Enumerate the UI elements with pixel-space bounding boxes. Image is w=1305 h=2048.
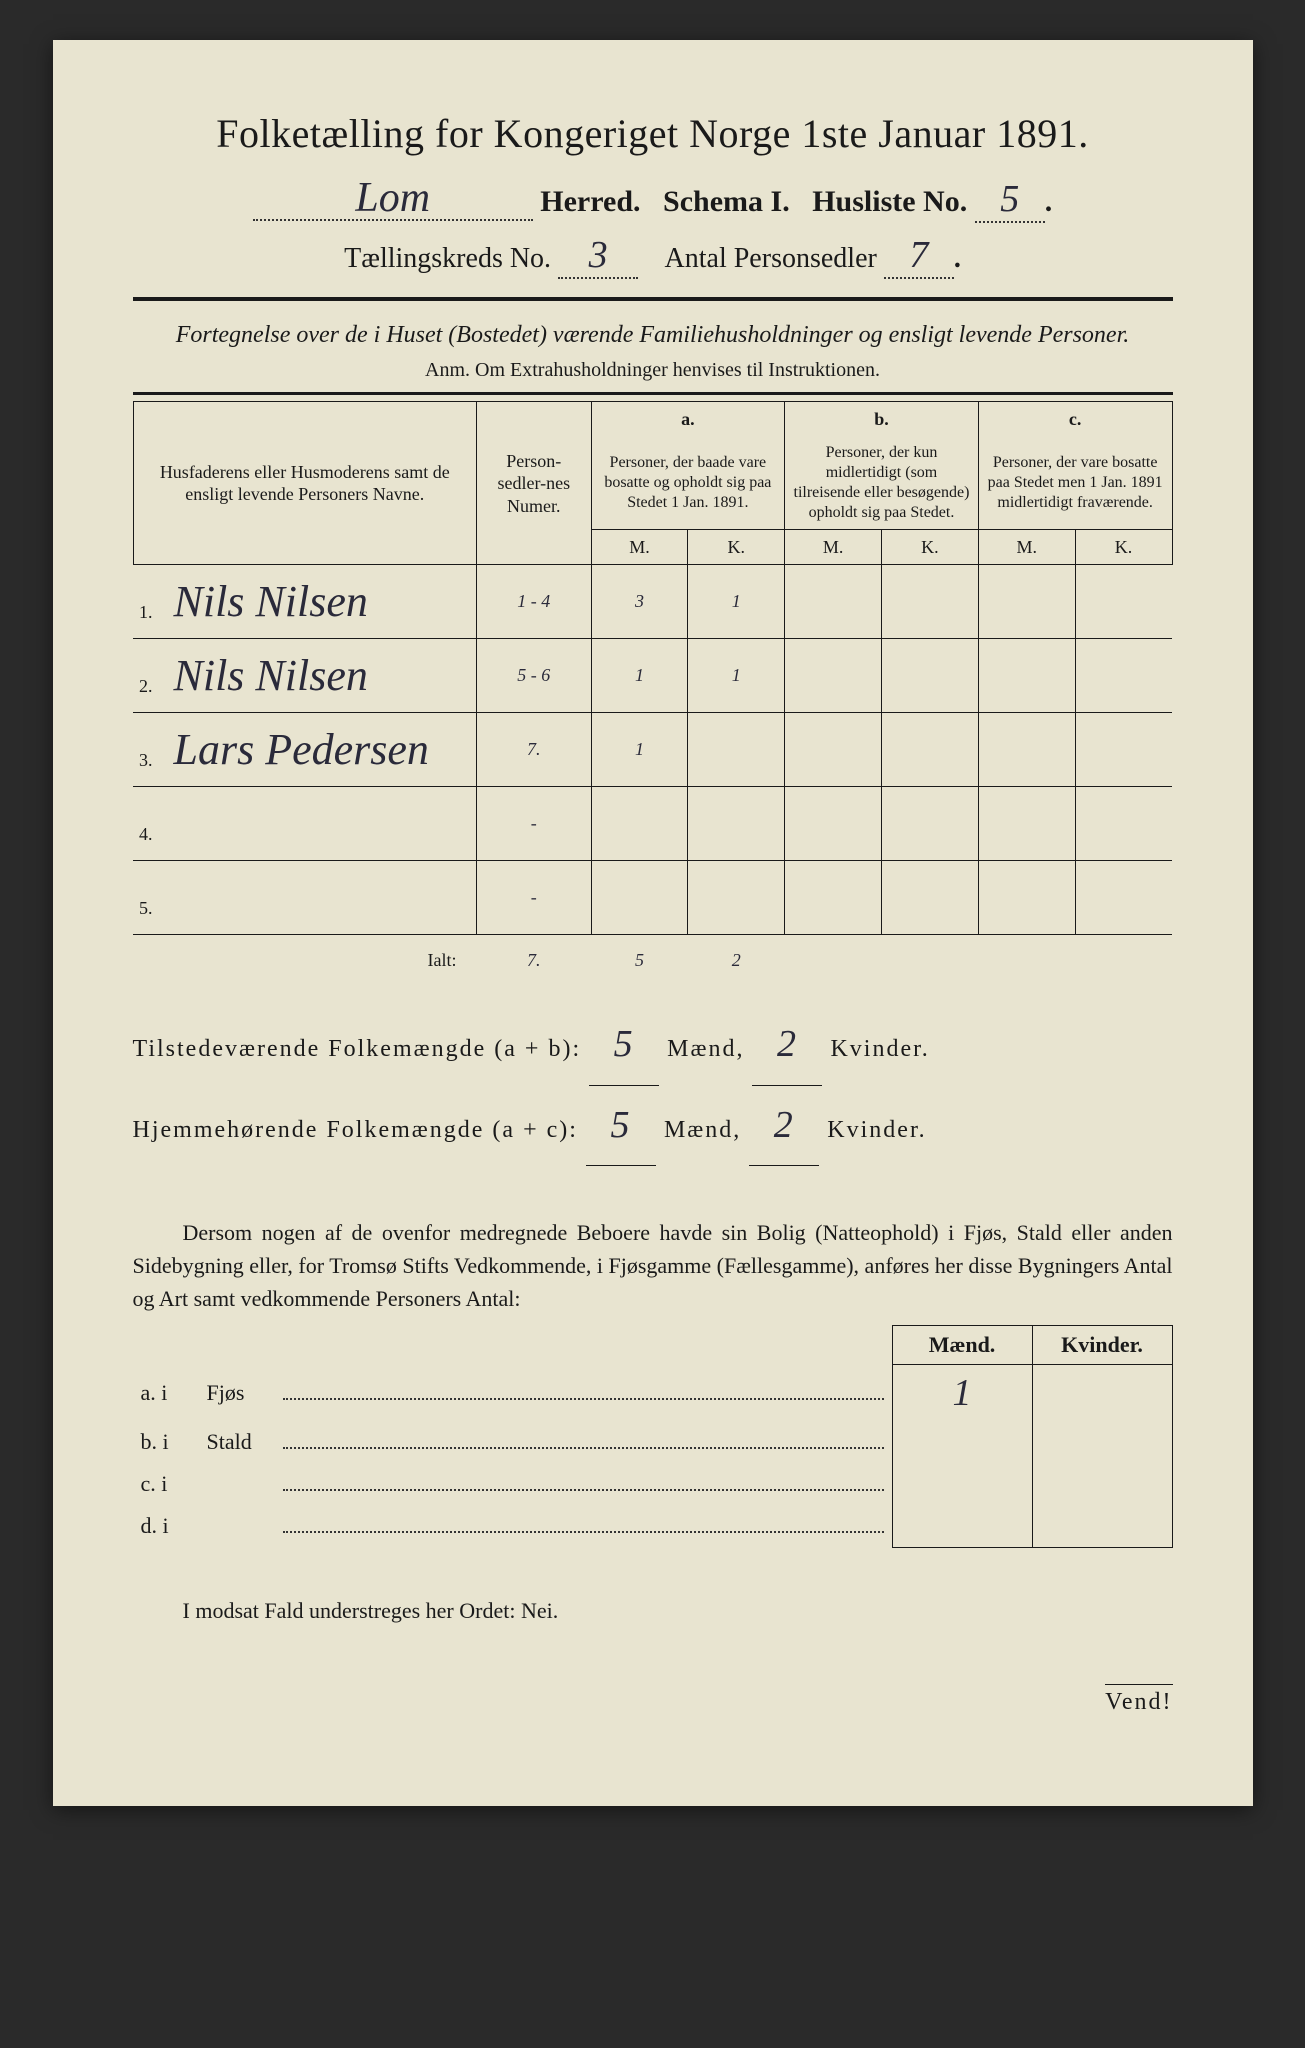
schema-label: Schema I. — [663, 185, 790, 218]
mk-table: Mænd. Kvinder. a. iFjøs1b. iStaldc. id. … — [133, 1325, 1173, 1548]
subtitle: Fortegnelse over de i Huset (Bostedet) v… — [133, 319, 1173, 351]
th-a-top: a. — [591, 402, 785, 437]
mk-row: d. i — [133, 1505, 1173, 1547]
anm-note: Anm. Om Extrahusholdninger henvises til … — [133, 359, 1173, 382]
antal-value: 7 — [909, 234, 928, 276]
th-a: Personer, der baade vare bosatte og opho… — [591, 437, 785, 530]
th-cm: M. — [978, 529, 1075, 565]
mk-row: b. iStald — [133, 1421, 1173, 1463]
tot1-m: 5 — [614, 1023, 635, 1065]
antal-label: Antal Personsedler — [665, 243, 877, 274]
kreds-label: Tællingskreds No. — [344, 243, 551, 274]
paragraph: Dersom nogen af de ovenfor medregnede Be… — [133, 1216, 1173, 1315]
husliste-value: 5 — [1000, 178, 1019, 220]
rule-1 — [133, 297, 1173, 301]
herred-label: Herred. — [540, 185, 640, 218]
mk-maend: Mænd. — [892, 1326, 1032, 1365]
nei-line: I modsat Fald understreges her Ordet: Ne… — [133, 1598, 1173, 1624]
table-row: 2. Nils Nilsen5 - 611 — [133, 639, 1172, 713]
husliste-label: Husliste No. — [812, 185, 967, 218]
table-row: 5. - — [133, 861, 1172, 935]
table-row: 4. - — [133, 787, 1172, 861]
rule-2 — [133, 392, 1173, 395]
th-bk: K. — [881, 529, 978, 565]
th-bm: M. — [785, 529, 882, 565]
table-row: 3. Lars Pedersen7.1 — [133, 713, 1172, 787]
th-b: Personer, der kun midlertidigt (som tilr… — [785, 437, 979, 530]
th-c-top: c. — [978, 402, 1172, 437]
totals-line-2: Hjemmehørende Folkemængde (a + c): 5 Mæn… — [133, 1086, 1173, 1167]
th-ck: K. — [1075, 529, 1172, 565]
th-am: M. — [591, 529, 688, 565]
totals-block: Tilstedeværende Folkemængde (a + b): 5 M… — [133, 1005, 1173, 1167]
header-row-2: Tællingskreds No. 3 Antal Personsedler 7… — [133, 233, 1173, 279]
th-ak: K. — [688, 529, 785, 565]
totals-line-1: Tilstedeværende Folkemængde (a + b): 5 M… — [133, 1005, 1173, 1086]
mk-kvinder: Kvinder. — [1032, 1326, 1172, 1365]
th-name: Husfaderens eller Husmoderens samt de en… — [133, 402, 477, 565]
ialt-row: Ialt:7.52 — [133, 935, 1172, 985]
header-row-1: Lom Herred. Schema I. Husliste No. 5. — [133, 177, 1173, 223]
table-row: 1. Nils Nilsen1 - 431 — [133, 565, 1172, 639]
census-form-page: Folketælling for Kongeriget Norge 1ste J… — [53, 40, 1253, 1806]
th-num: Person-sedler-nes Numer. — [477, 402, 592, 565]
th-b-top: b. — [785, 402, 979, 437]
th-c: Personer, der vare bosatte paa Stedet me… — [978, 437, 1172, 530]
main-table: Husfaderens eller Husmoderens samt de en… — [133, 401, 1173, 985]
header-block: Folketælling for Kongeriget Norge 1ste J… — [133, 110, 1173, 279]
tot1-k: 2 — [777, 1023, 798, 1065]
page-title: Folketælling for Kongeriget Norge 1ste J… — [133, 110, 1173, 157]
kreds-value: 3 — [589, 234, 608, 276]
tot2-k: 2 — [774, 1104, 795, 1146]
vend: Vend! — [1105, 1684, 1172, 1716]
mk-row: a. iFjøs1 — [133, 1365, 1173, 1422]
tot2-m: 5 — [610, 1104, 631, 1146]
mk-row: c. i — [133, 1463, 1173, 1505]
herred-value: Lom — [355, 175, 430, 221]
